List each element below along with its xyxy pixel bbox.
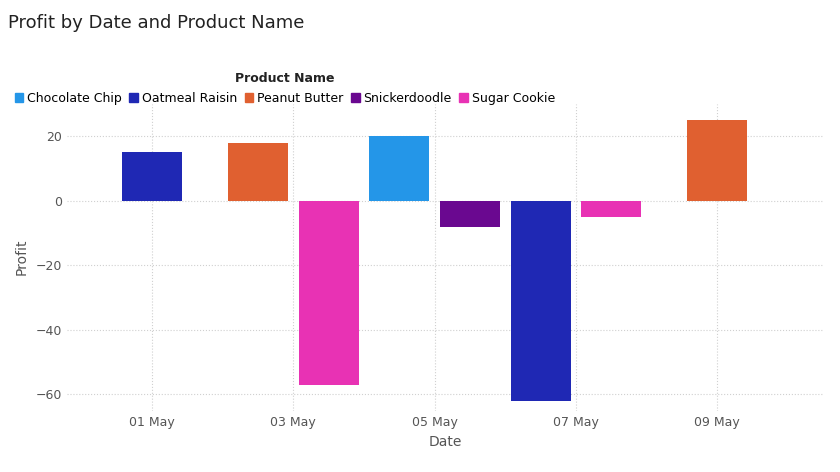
Text: Profit by Date and Product Name: Profit by Date and Product Name [8,14,305,32]
Bar [298,201,359,385]
Bar [440,201,500,227]
X-axis label: Date: Date [428,436,462,449]
Bar [687,120,748,201]
Legend: Chocolate Chip, Oatmeal Raisin, Peanut Butter, Snickerdoodle, Sugar Cookie: Chocolate Chip, Oatmeal Raisin, Peanut B… [14,72,555,105]
Bar [122,152,182,201]
Bar [228,143,288,201]
Bar [581,201,641,217]
Bar [511,201,570,401]
Y-axis label: Profit: Profit [15,239,29,276]
Bar [370,136,429,201]
